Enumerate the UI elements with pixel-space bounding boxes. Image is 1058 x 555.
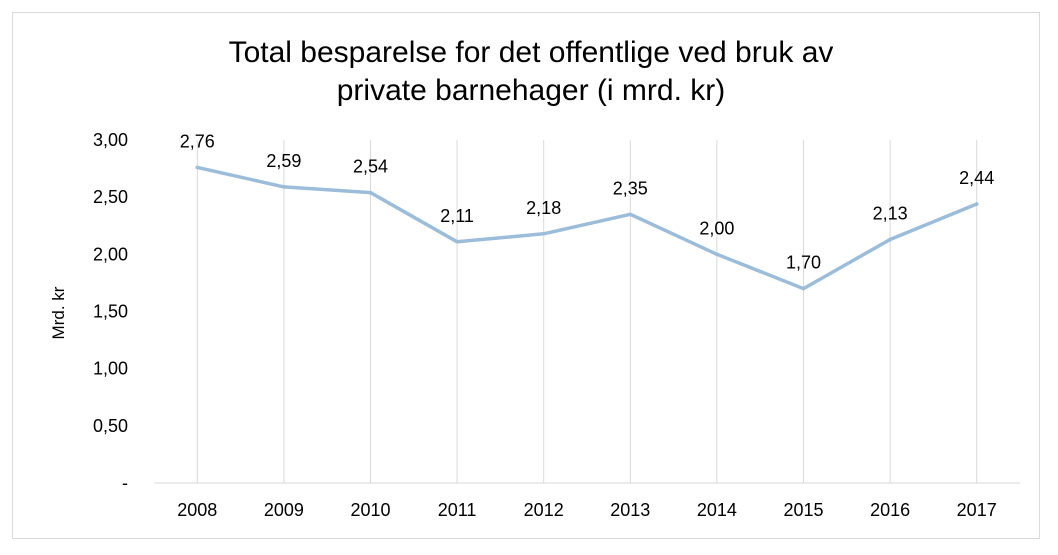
data-label-2014: 2,00 [699,218,734,238]
data-label-2017: 2,44 [959,168,994,188]
data-label-2016: 2,13 [873,203,908,223]
x-tick-label-2016: 2016 [870,500,910,520]
x-tick-labels: 2008 2009 2010 2011 2012 2013 2014 2015 2016 2017 [177,500,996,520]
grid-lines [196,140,978,483]
chart-frame [12,12,1040,539]
x-tick-label-2009: 2009 [264,500,304,520]
data-point-2017 [974,202,979,206]
data-point-2013 [628,212,633,217]
x-tick-label-2011: 2011 [438,500,477,520]
data-point-2016 [888,237,892,242]
y-tick-label: 0,50 [93,416,128,436]
data-point-2008 [195,165,200,170]
series-line [195,165,979,291]
y-tick-label: 2,50 [93,187,128,207]
chart-title-line-2: private barnehager (i mrd. kr) [337,74,725,107]
data-label-2010: 2,54 [353,157,388,177]
y-tick-labels: - 0,50 1,00 1,50 2,00 2,50 3,00 [93,130,128,493]
data-point-2012 [541,231,546,236]
y-axis-label: Mrd. kr [49,286,68,339]
x-tick-label-2017: 2017 [957,500,997,520]
chart-title-line-1: Total besparelse for det offentlige ved … [229,36,834,69]
data-point-2009 [282,185,286,189]
data-label-2015: 1,70 [786,253,821,273]
data-point-2014 [715,252,719,257]
y-tick-label: 2,00 [93,244,128,264]
y-tick-label: 3,00 [93,130,128,150]
x-tick-label-2014: 2014 [697,500,737,520]
data-label-2013: 2,35 [613,178,648,198]
x-tick-label-2012: 2012 [524,500,564,520]
x-tick-label-2015: 2015 [783,500,823,520]
data-label-2009: 2,59 [266,151,301,171]
x-tick-label-2010: 2010 [350,500,390,520]
data-label-2012: 2,18 [526,198,561,218]
data-point-2010 [368,190,373,195]
data-point-2011 [455,239,459,244]
y-tick-label: 1,50 [93,302,128,322]
data-label-2008: 2,76 [180,131,215,151]
y-tick-label: - [122,473,128,493]
y-tick-label: 1,00 [93,359,128,379]
x-tick-label-2008: 2008 [177,500,217,520]
data-point-2015 [801,286,806,291]
x-tick-label-2013: 2013 [610,500,650,520]
data-labels: 2,76 2,59 2,54 2,11 2,18 2,35 2,00 1,70 2,13 2,44 [180,131,994,272]
series-line-group [195,165,979,291]
data-label-2011: 2,11 [440,206,474,226]
